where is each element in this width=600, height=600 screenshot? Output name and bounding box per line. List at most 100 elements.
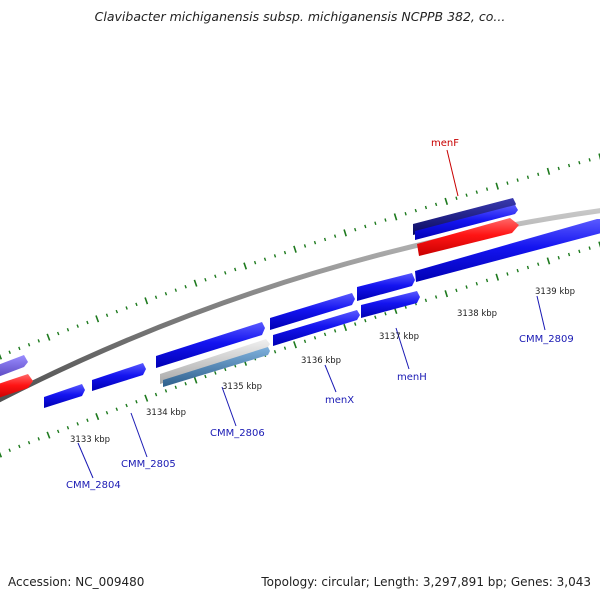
inner-tick-mark	[0, 451, 3, 458]
outer-tick-mark	[557, 166, 560, 171]
outer-tick-mark	[516, 178, 519, 182]
outer-tick-mark	[193, 279, 198, 287]
inner-tick-mark	[434, 295, 438, 299]
inner-tick-mark	[313, 336, 317, 340]
inner-tick-mark	[184, 381, 187, 386]
inner-tick-mark	[18, 444, 21, 449]
outer-tick-mark	[174, 288, 177, 292]
leader-cmm2809	[536, 295, 546, 331]
outer-tick-mark	[144, 297, 149, 305]
inner-tick-mark	[557, 256, 560, 260]
inner-tick-mark	[283, 346, 287, 350]
outer-tick-mark	[567, 163, 571, 168]
outer-tick-mark	[135, 302, 138, 307]
gene-blue-under-menF	[415, 205, 518, 240]
ruler-label-3137: 3137 kbp	[379, 332, 419, 342]
inner-tick-mark	[526, 265, 530, 270]
outer-tick-mark	[598, 153, 600, 161]
outer-tick-mark	[273, 254, 277, 258]
inner-tick-mark	[8, 448, 11, 452]
outer-tick-mark	[66, 328, 70, 332]
inner-tick-mark	[444, 290, 449, 298]
map-title: Clavibacter michiganensis subsp. michiga…	[94, 9, 506, 24]
outer-tick-mark	[323, 237, 327, 242]
outer-tick-mark	[546, 167, 551, 175]
ruler-label-3135: 3135 kbp	[222, 382, 262, 392]
outer-tick-mark	[384, 218, 387, 222]
inner-tick-mark	[174, 385, 177, 390]
leader-cmm2805	[130, 412, 148, 458]
inner-tick-mark	[293, 341, 297, 349]
inner-tick-mark	[588, 246, 591, 250]
outer-tick-mark	[475, 190, 478, 194]
inner-tick-mark	[27, 440, 31, 445]
inner-tick-mark	[333, 329, 337, 333]
outer-tick-mark	[184, 284, 187, 289]
inner-tick-mark	[465, 285, 468, 289]
outer-tick-mark	[424, 205, 428, 210]
outer-tick-mark	[506, 181, 509, 185]
outer-tick-mark	[455, 196, 458, 200]
inner-tick-mark	[95, 413, 100, 421]
outer-tick-mark	[18, 346, 21, 351]
outer-tick-mark	[434, 202, 438, 207]
gene-steel-arrow	[163, 347, 270, 387]
gene-label-menX: menX	[325, 395, 354, 406]
inner-tick-mark	[475, 281, 478, 286]
ruler-label-3138: 3138 kbp	[457, 309, 497, 319]
outer-tick-mark	[263, 257, 267, 262]
genome-backbone	[0, 208, 600, 403]
gene-cmm2806-arrow	[156, 322, 265, 368]
outer-tick-mark	[76, 324, 79, 328]
inner-tick-mark	[135, 400, 138, 404]
inner-tick-mark	[537, 262, 540, 266]
inner-tick-mark	[224, 367, 227, 372]
outer-tick-mark	[526, 175, 530, 179]
inner-tick-mark	[323, 332, 327, 337]
inner-tick-mark	[495, 273, 500, 281]
inner-tick-mark	[144, 394, 149, 402]
gene-cmm2805-arrow	[92, 363, 146, 391]
inner-tick-mark	[567, 252, 571, 257]
outer-tick-ring	[0, 153, 600, 360]
outer-tick-mark	[404, 212, 407, 216]
inner-tick-mark	[125, 403, 128, 408]
leader-menX	[324, 364, 337, 393]
ruler-label-3136: 3136 kbp	[301, 356, 341, 366]
inner-tick-mark	[105, 411, 109, 415]
outer-tick-mark	[253, 260, 257, 265]
inner-tick-mark	[193, 376, 198, 384]
outer-tick-mark	[333, 234, 337, 238]
ruler-label-3134: 3134 kbp	[146, 408, 186, 418]
gene-label-cmm2806: CMM_2806	[210, 428, 265, 439]
gene-red-left-arrow	[0, 374, 33, 398]
inner-tick-mark	[546, 257, 551, 265]
inner-tick-mark	[164, 389, 168, 393]
outer-tick-mark	[243, 262, 248, 270]
outer-tick-mark	[27, 342, 31, 347]
outer-tick-mark	[495, 182, 499, 190]
inner-tick-mark	[455, 288, 458, 293]
gene-label-cmm2809: CMM_2809	[519, 334, 574, 345]
outer-tick-mark	[354, 227, 357, 232]
outer-tick-mark	[154, 295, 158, 300]
inner-tick-mark	[115, 407, 119, 411]
inner-tick-mark	[343, 323, 348, 332]
outer-tick-mark	[444, 197, 449, 205]
inner-tick-mark	[485, 278, 489, 283]
leader-cmm2806	[221, 386, 237, 427]
outer-tick-mark	[224, 271, 227, 275]
inner-tick-mark	[66, 425, 70, 430]
inner-tick-mark	[46, 431, 51, 439]
outer-tick-mark	[125, 306, 128, 310]
outer-tick-mark	[204, 277, 207, 282]
inner-tick-mark	[303, 339, 307, 344]
inner-tick-mark	[516, 268, 519, 273]
outer-tick-mark	[95, 315, 100, 323]
outer-tick-mark	[105, 313, 109, 317]
outer-tick-mark	[364, 224, 367, 229]
inner-tick-mark	[598, 241, 600, 248]
leader-cmm2804	[77, 442, 94, 479]
outer-tick-mark	[485, 187, 489, 191]
